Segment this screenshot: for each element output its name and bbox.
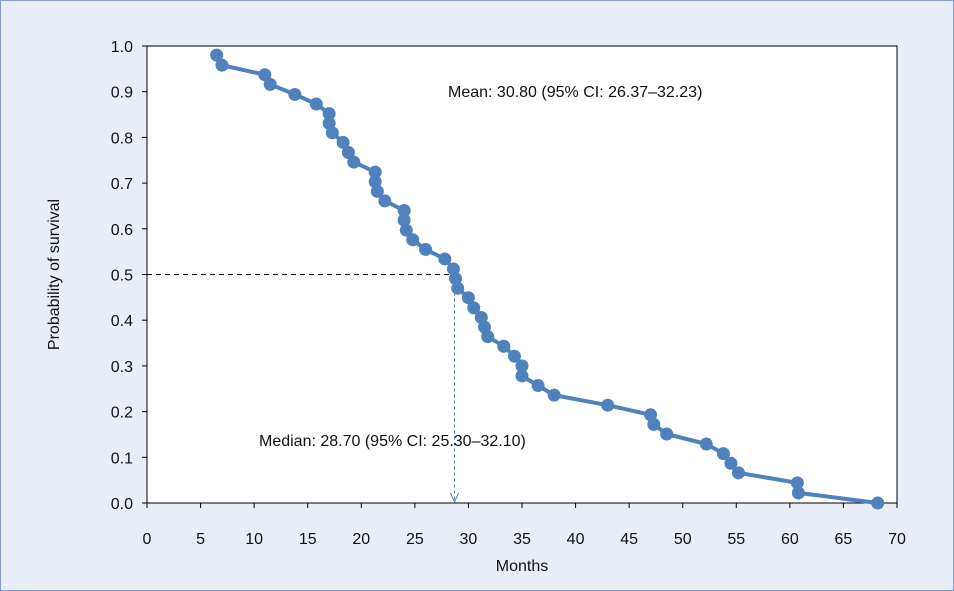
data-point (508, 349, 521, 363)
data-point (790, 476, 804, 490)
x-tick-label: 20 (352, 531, 370, 548)
data-point (547, 388, 561, 402)
x-tick-label: 60 (781, 531, 799, 548)
data-point (515, 359, 529, 373)
median-guides (147, 274, 459, 504)
y-tick-label: 0.1 (111, 450, 133, 467)
data-point (370, 184, 384, 198)
data-point (461, 291, 475, 305)
data-point (481, 330, 495, 344)
data-point (467, 301, 481, 315)
data-points (210, 48, 885, 510)
y-tick-label: 1.0 (111, 39, 133, 56)
y-tick-label: 0.2 (111, 405, 133, 422)
y-tick-label: 0.6 (111, 222, 133, 239)
x-axis-label: Months (496, 558, 548, 575)
data-point (791, 486, 805, 500)
y-tick-label: 0.7 (111, 176, 133, 193)
data-point (336, 135, 350, 149)
x-tick-label: 30 (460, 531, 478, 548)
data-point (438, 252, 452, 266)
plot-area (146, 45, 898, 504)
x-tick-label: 45 (620, 531, 638, 548)
data-point (347, 155, 361, 169)
data-point (341, 145, 355, 159)
data-point (210, 48, 224, 62)
data-point (397, 213, 411, 227)
x-tick-label: 15 (299, 531, 317, 548)
median-annotation: Median: 28.70 (95% CI: 25.30–32.10) (259, 433, 526, 450)
data-point (451, 281, 465, 295)
data-point (309, 97, 323, 111)
data-point (497, 339, 511, 353)
data-point (515, 369, 529, 383)
x-tick-label: 0 (143, 531, 152, 548)
x-tick-label: 70 (888, 531, 906, 548)
y-tick-label: 0.8 (111, 130, 133, 147)
x-tick-label: 35 (513, 531, 531, 548)
data-point (368, 165, 382, 179)
data-point (406, 233, 420, 247)
data-point (263, 77, 277, 91)
median-arrowhead (450, 492, 459, 504)
data-point (325, 126, 339, 140)
x-tick-label: 5 (196, 531, 205, 548)
data-point (724, 456, 738, 470)
data-point (399, 223, 413, 237)
data-point (419, 242, 433, 256)
y-axis-label: Probability of survival (46, 199, 63, 350)
x-tick-label: 10 (245, 531, 263, 548)
data-point (699, 437, 713, 451)
data-point (378, 194, 392, 208)
y-tick-label: 0.4 (111, 313, 133, 330)
x-tick-label: 40 (567, 531, 585, 548)
data-point (647, 417, 661, 431)
data-point (716, 447, 730, 461)
data-point (601, 398, 615, 412)
data-point (660, 427, 674, 441)
x-tick-label: 25 (406, 531, 424, 548)
y-tick-label: 0.0 (111, 496, 133, 513)
data-point (322, 107, 336, 121)
data-point (215, 58, 229, 72)
data-point (531, 379, 545, 393)
x-tick-label: 50 (674, 531, 692, 548)
data-point (871, 496, 885, 510)
y-tick-label: 0.5 (111, 268, 133, 285)
x-tick-label: 65 (835, 531, 853, 548)
data-point (258, 68, 272, 82)
y-tick-label: 0.3 (111, 359, 133, 376)
data-point (288, 87, 302, 101)
mean-annotation: Mean: 30.80 (95% CI: 26.37–32.23) (448, 84, 702, 101)
y-tick-label: 0.9 (111, 85, 133, 102)
x-tick-label: 55 (727, 531, 745, 548)
ticks: 0 5 10 15 20 25 30 35 40 45 50 55 60 65 70 0.0 0.1 0.2 0.3… (111, 39, 906, 548)
data-point (397, 204, 411, 218)
data-point (731, 466, 745, 480)
